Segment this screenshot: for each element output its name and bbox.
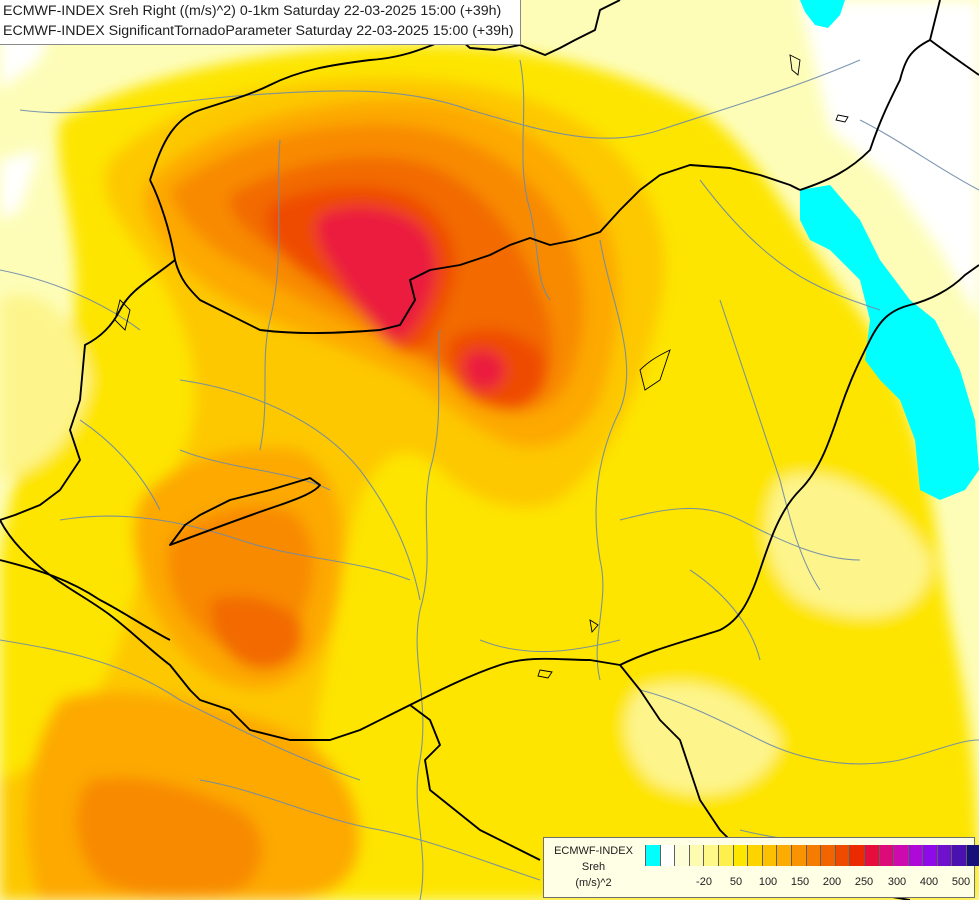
legend-swatch (821, 845, 836, 866)
legend-swatch (952, 845, 968, 866)
legend-swatch (923, 845, 938, 866)
field-crimson (315, 206, 437, 341)
legend-swatch (835, 845, 851, 866)
legend-tick-label: 500 (951, 876, 971, 888)
field-darkorange-sw (76, 777, 263, 897)
legend-title: ECMWF-INDEX (554, 845, 633, 857)
title-line-stp: ECMWF-INDEX SignificantTornadoParameter … (3, 22, 514, 39)
legend-tick-label: 150 (790, 876, 810, 888)
field-pale-e (766, 474, 930, 617)
legend-tick-label: 250 (854, 876, 874, 888)
legend-swatch (777, 845, 792, 866)
legend-swatch (850, 845, 865, 866)
border-east-romania (619, 264, 979, 666)
legend-parameter: Sreh (581, 861, 606, 873)
border-east (799, 0, 941, 191)
legend-swatch (733, 845, 749, 866)
map-title-box: ECMWF-INDEX Sreh Right ((m/s)^2) 0-1km S… (0, 0, 521, 45)
border-south-west (0, 519, 541, 861)
legend-swatch (791, 845, 807, 866)
border-southwest-tail (0, 559, 171, 641)
legend-swatch (894, 845, 909, 866)
legend-swatch (864, 845, 880, 866)
legend-swatch (908, 845, 924, 866)
legend-swatch (689, 845, 705, 866)
legend-swatch (675, 845, 690, 866)
legend-swatch (879, 845, 895, 866)
legend-swatch (967, 845, 979, 866)
field-white-ne (800, 0, 979, 320)
legend-ticks: -2050100150200250300400500700 (644, 876, 974, 890)
legend-swatch (806, 845, 822, 866)
field-crimson-e (463, 349, 506, 391)
title-line-sreh: ECMWF-INDEX Sreh Right ((m/s)^2) 0-1km S… (3, 3, 502, 19)
legend-swatch (646, 845, 661, 866)
legend-tick-label: 50 (729, 876, 743, 888)
border-hungary-west (0, 259, 176, 521)
legend-swatch (718, 845, 734, 866)
border-south-mid (409, 657, 741, 851)
rivers (0, 59, 979, 900)
legend-tick-label: -20 (696, 876, 712, 888)
legend-tick-label: 100 (758, 876, 778, 888)
sea-east (800, 185, 979, 500)
field-white-w (0, 150, 40, 220)
lake-north (800, 0, 845, 28)
field-pale-w (0, 294, 90, 480)
field-redorange-w (210, 596, 303, 670)
legend-swatch (937, 845, 953, 866)
legend-tick-label: 400 (919, 876, 939, 888)
water-bodies (800, 0, 979, 500)
legend-tick-label: 200 (822, 876, 842, 888)
field-pale-se (626, 683, 780, 795)
legend-swatches (645, 845, 979, 866)
legend-swatch (762, 845, 778, 866)
legend-swatch (748, 845, 763, 866)
inner-borders (114, 54, 849, 679)
border-hungary-south (169, 477, 321, 546)
legend-tick-label: 300 (887, 876, 907, 888)
border-east-coast (929, 39, 979, 76)
color-legend: ECMWF-INDEX Sreh (m/s)^2 -20 50 100 150 200 2… (543, 837, 979, 898)
legend-unit: (m/s)^2 (575, 877, 612, 889)
legend-swatch (704, 845, 719, 866)
legend-swatch (660, 845, 676, 866)
border-west-upper (149, 164, 801, 334)
